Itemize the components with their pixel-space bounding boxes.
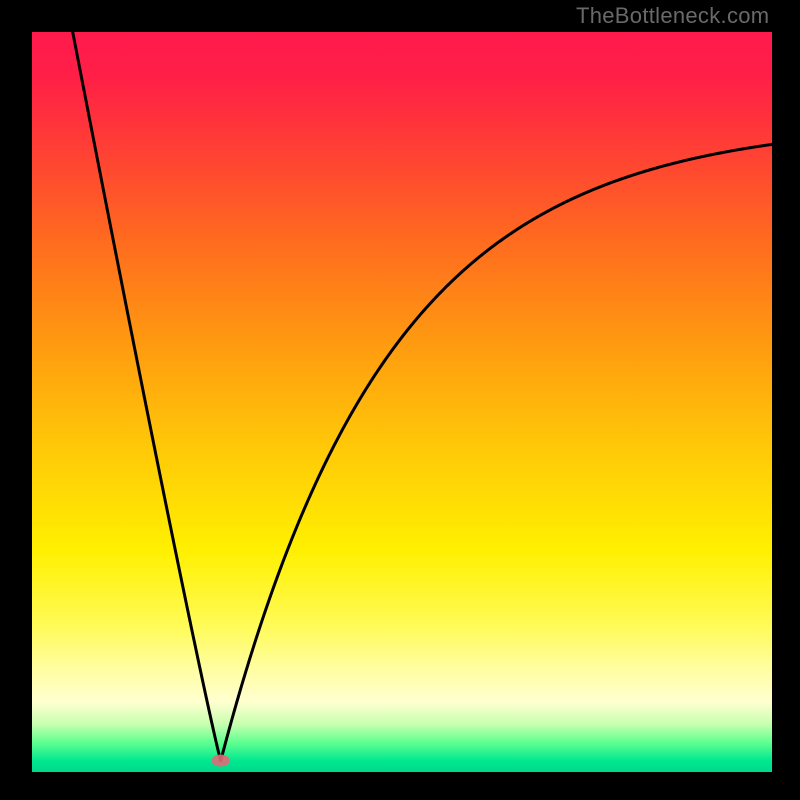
bottleneck-curve <box>0 0 800 800</box>
curve-path <box>73 32 772 761</box>
min-marker <box>212 755 230 767</box>
